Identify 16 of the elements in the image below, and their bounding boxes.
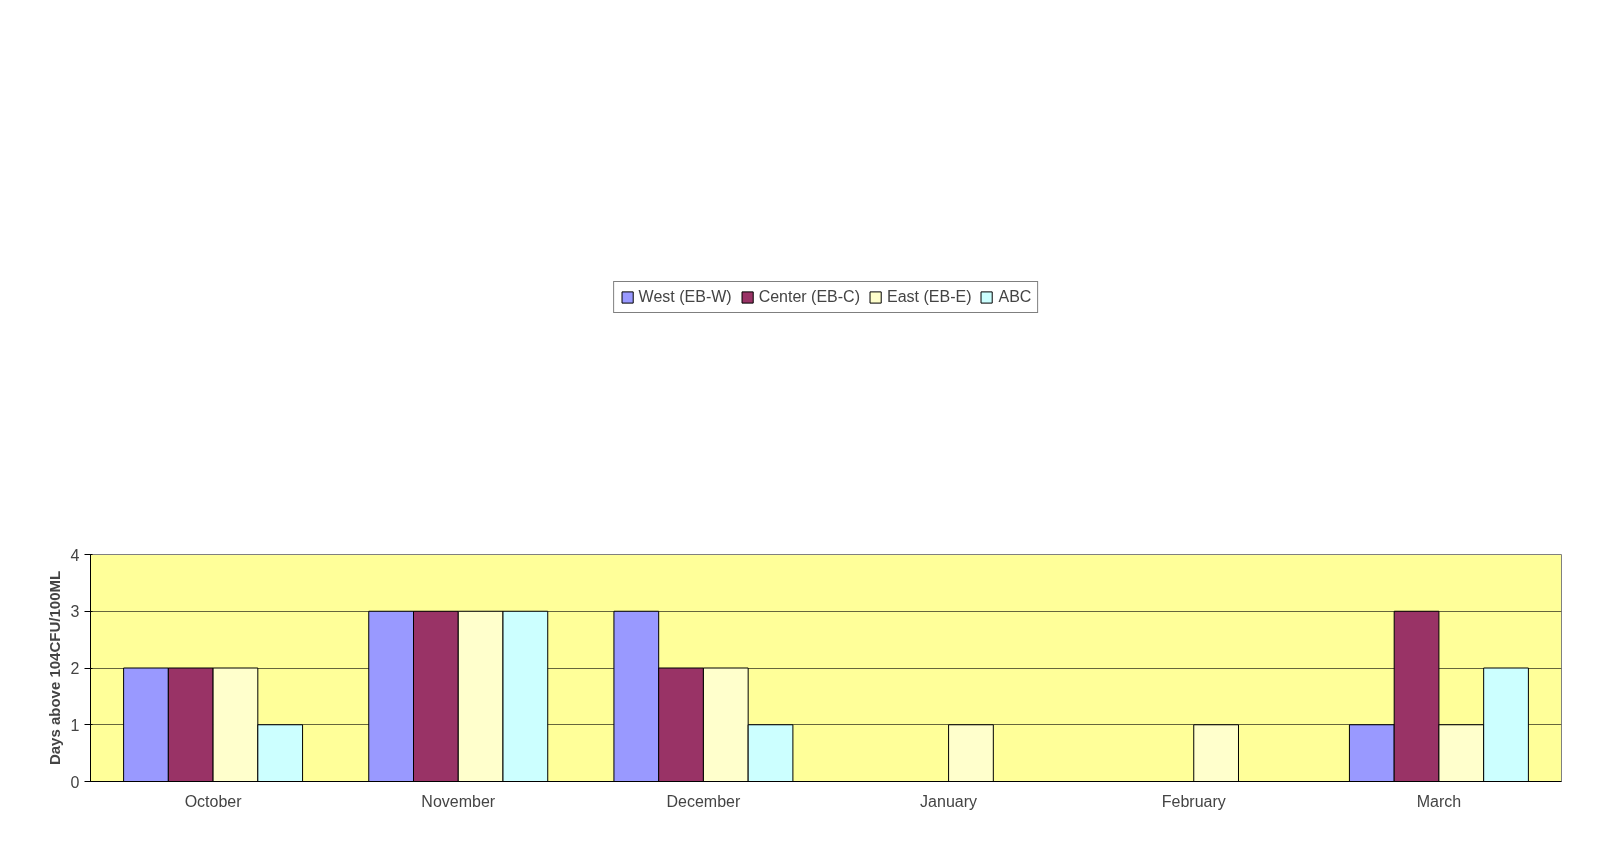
y-axis-title: Days above 104CFU/100ML (45, 570, 63, 766)
x-tick-label: October (184, 792, 243, 810)
y-tick-label: 4 (70, 546, 80, 564)
legend-label: Center (EB-C) (758, 288, 861, 306)
legend-label: East (EB-E) (887, 288, 972, 306)
legend-label: West (EB-W) (638, 288, 732, 306)
y-tick-label: 3 (70, 603, 80, 621)
x-tick-label: February (1161, 792, 1226, 810)
y-tick-label: 0 (70, 773, 80, 791)
x-tick-label: January (920, 792, 978, 810)
y-tick-label: 1 (70, 716, 80, 734)
y-tick-label: 2 (70, 660, 80, 677)
x-tick-label: November (421, 792, 496, 810)
legend-label: ABC (998, 288, 1032, 306)
x-tick-label: December (666, 792, 741, 810)
x-tick-label: March (1416, 792, 1462, 810)
